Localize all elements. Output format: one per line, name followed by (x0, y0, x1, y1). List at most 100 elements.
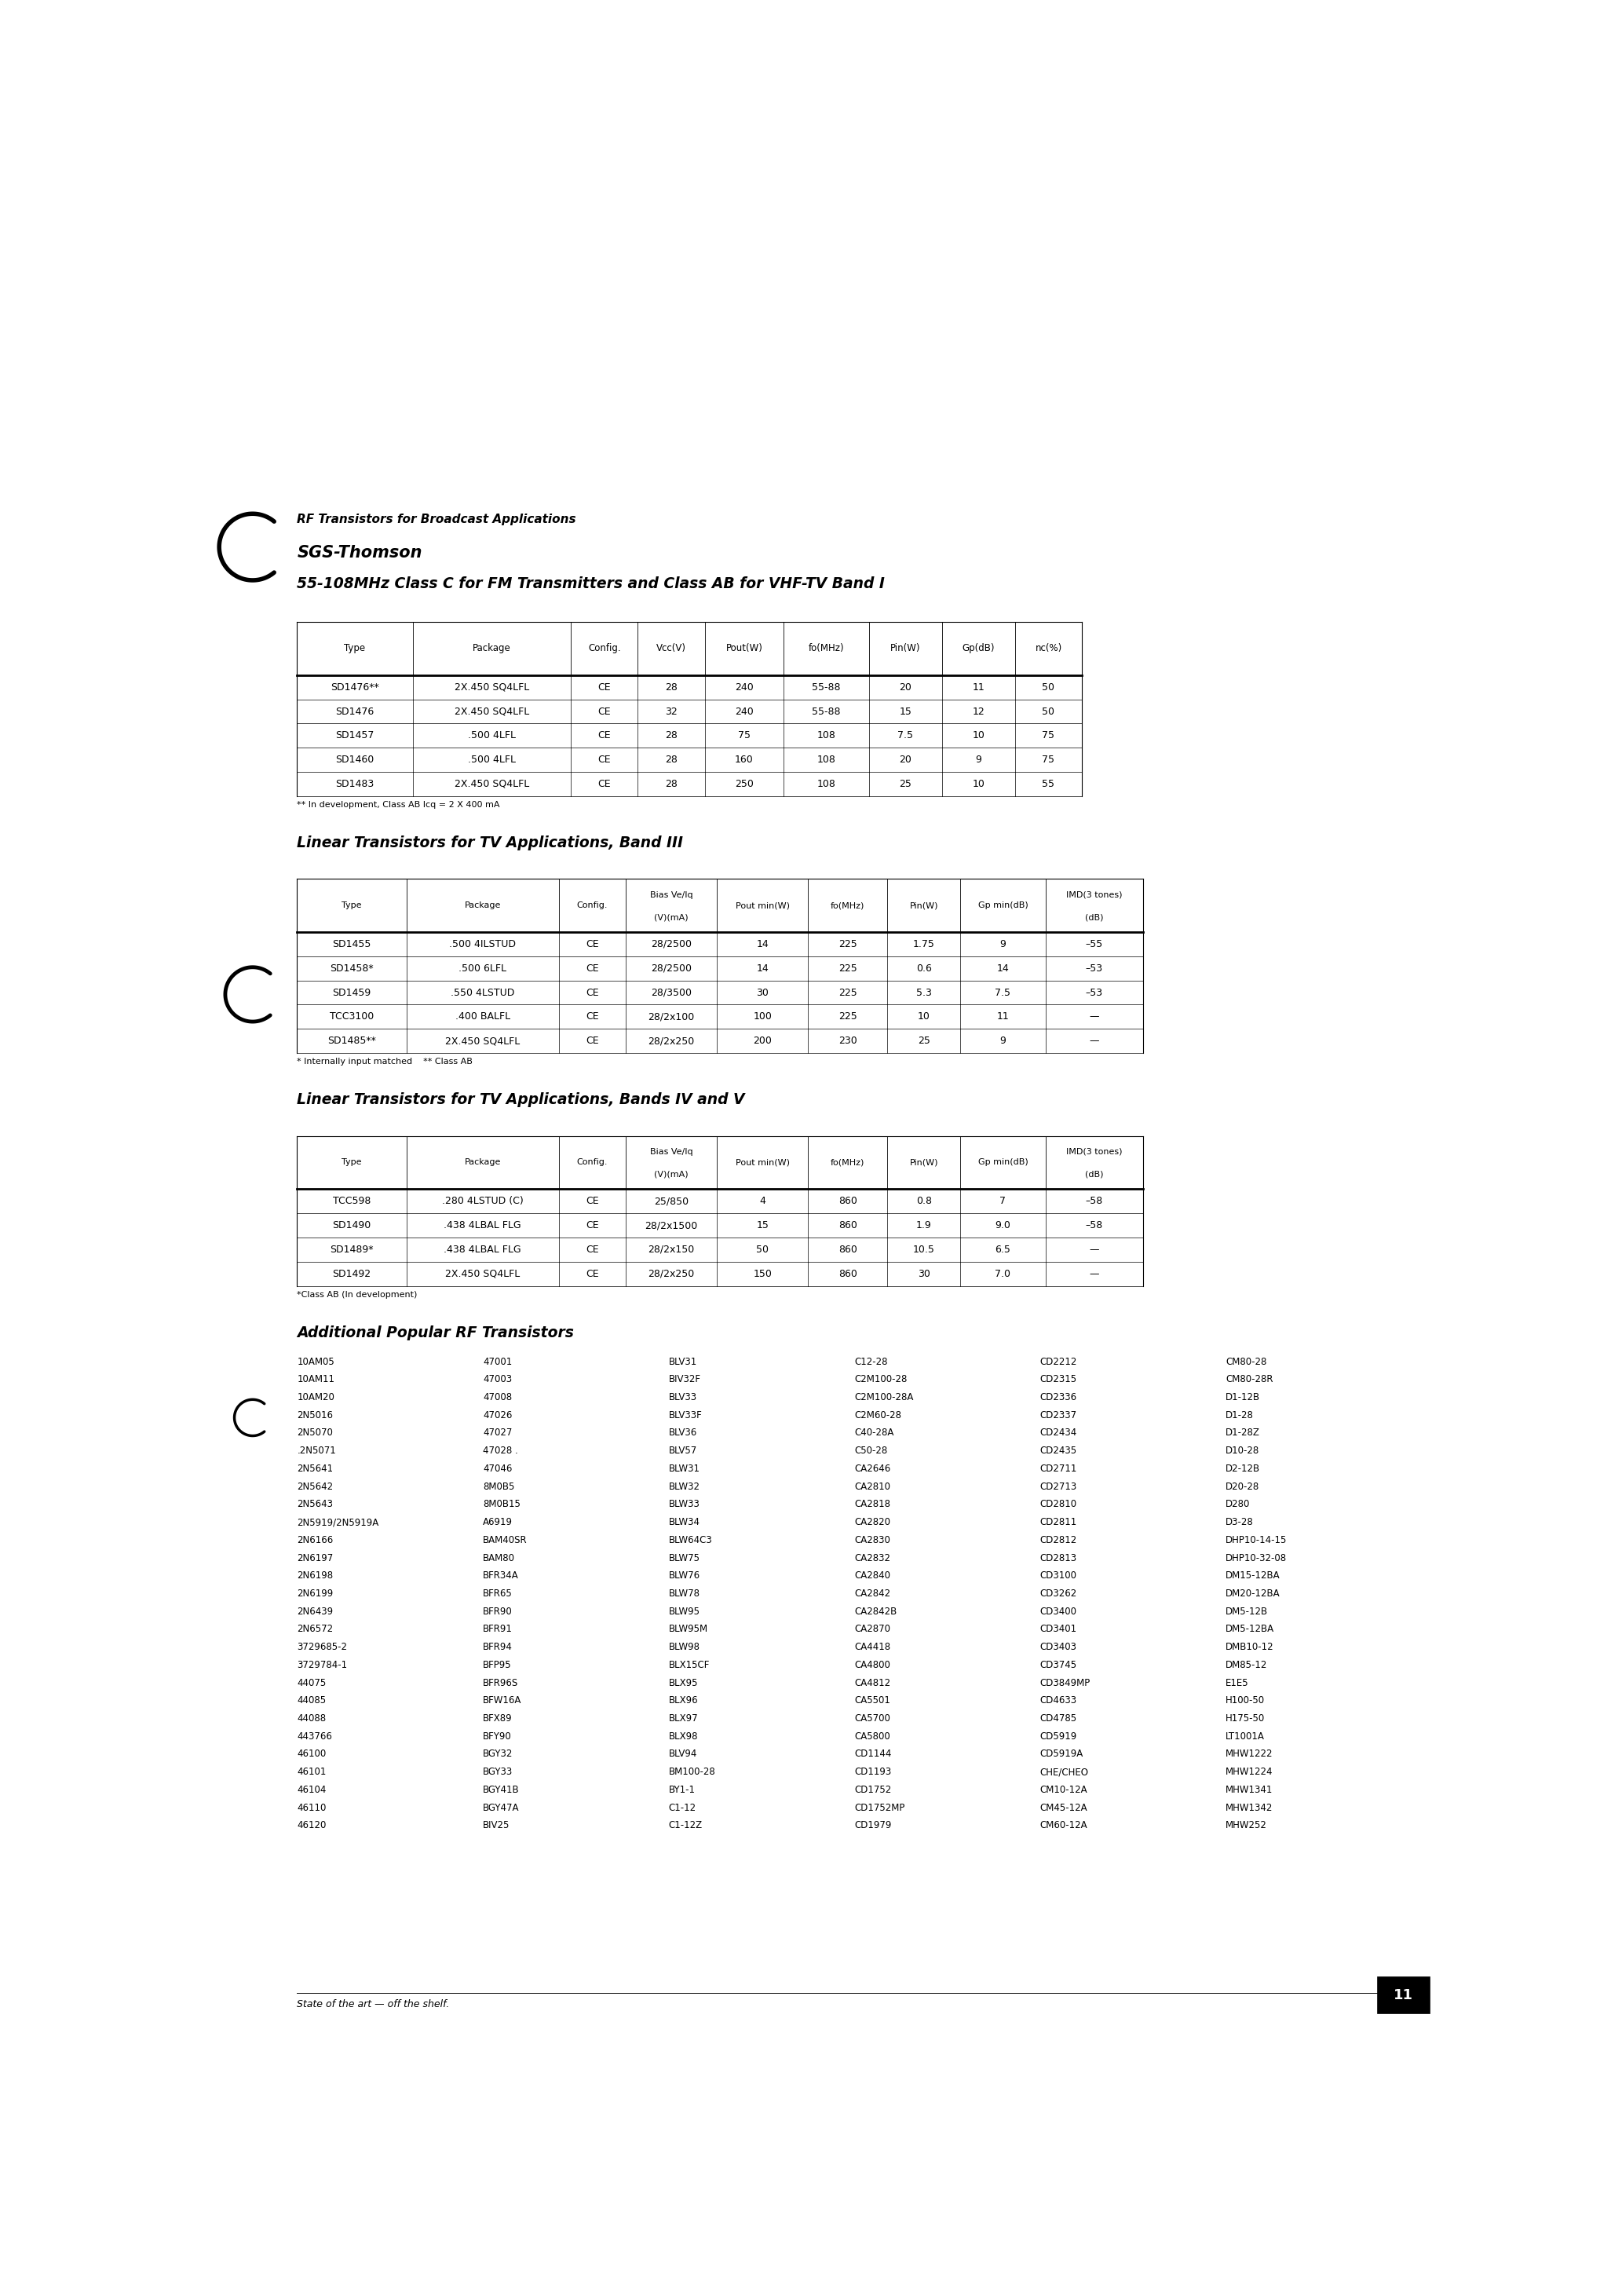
Text: CM80-28R: CM80-28R (1226, 1375, 1273, 1384)
Text: CE: CE (586, 1219, 599, 1231)
Text: Gp min(dB): Gp min(dB) (978, 902, 1028, 909)
Text: MHW1224: MHW1224 (1226, 1768, 1273, 1777)
Text: 75: 75 (738, 730, 751, 742)
Text: C40-28A: C40-28A (855, 1428, 894, 1437)
Text: 225: 225 (839, 987, 856, 999)
Text: 28: 28 (665, 730, 678, 742)
Text: D1-12B: D1-12B (1226, 1391, 1260, 1403)
Text: CE: CE (599, 730, 611, 742)
Text: Package: Package (464, 1159, 501, 1166)
Text: Vcc(V): Vcc(V) (657, 643, 686, 654)
Text: .550 4LSTUD: .550 4LSTUD (451, 987, 514, 999)
Text: 860: 860 (839, 1244, 856, 1254)
Text: Type: Type (344, 643, 365, 654)
Text: Config.: Config. (577, 902, 608, 909)
Text: BLW95M: BLW95M (668, 1623, 707, 1635)
Text: 10.5: 10.5 (913, 1244, 934, 1254)
Text: 240: 240 (735, 707, 754, 716)
Text: 28/2x100: 28/2x100 (649, 1013, 694, 1022)
Text: 47046: 47046 (483, 1463, 513, 1474)
Text: BAM80: BAM80 (483, 1552, 514, 1564)
Text: 15: 15 (756, 1219, 769, 1231)
FancyBboxPatch shape (1377, 1977, 1429, 2014)
Text: CA2842B: CA2842B (855, 1607, 897, 1616)
Text: 46101: 46101 (297, 1768, 326, 1777)
Text: .280 4LSTUD (C): .280 4LSTUD (C) (441, 1196, 524, 1205)
Text: –55: –55 (1085, 939, 1103, 948)
Text: CA2830: CA2830 (855, 1536, 890, 1545)
Text: 230: 230 (839, 1035, 856, 1047)
Text: 25/850: 25/850 (654, 1196, 689, 1205)
Text: 14: 14 (756, 939, 769, 948)
Text: CM80-28: CM80-28 (1226, 1357, 1267, 1366)
Text: –58: –58 (1085, 1196, 1103, 1205)
Text: DM20-12BA: DM20-12BA (1226, 1589, 1280, 1598)
Text: 25: 25 (918, 1035, 929, 1047)
Text: 47027: 47027 (483, 1428, 513, 1437)
Text: 2X.450 SQ4LFL: 2X.450 SQ4LFL (446, 1035, 521, 1047)
Text: TCC3100: TCC3100 (329, 1013, 375, 1022)
Text: (V)(mA): (V)(mA) (654, 914, 688, 921)
Text: BLW98: BLW98 (668, 1642, 699, 1653)
Text: SD1455: SD1455 (333, 939, 371, 948)
Text: State of the art — off the shelf.: State of the art — off the shelf. (297, 2000, 449, 2009)
Text: 10: 10 (972, 730, 985, 742)
Text: SD1460: SD1460 (336, 755, 375, 765)
Text: 9: 9 (999, 1035, 1006, 1047)
Text: BFP95: BFP95 (483, 1660, 511, 1669)
Text: 225: 225 (839, 939, 856, 948)
Text: BFR34A: BFR34A (483, 1570, 519, 1582)
Text: 46100: 46100 (297, 1750, 326, 1759)
Text: BY1-1: BY1-1 (668, 1784, 696, 1795)
Text: 240: 240 (735, 682, 754, 693)
Text: Linear Transistors for TV Applications, Band III: Linear Transistors for TV Applications, … (297, 836, 683, 850)
Text: SD1476**: SD1476** (331, 682, 380, 693)
Text: 44088: 44088 (297, 1713, 326, 1724)
Text: .500 4LFL: .500 4LFL (467, 730, 516, 742)
Text: 9.0: 9.0 (994, 1219, 1011, 1231)
Text: CE: CE (599, 682, 611, 693)
Text: 28/2500: 28/2500 (650, 964, 691, 974)
Text: CE: CE (586, 987, 599, 999)
Text: 100: 100 (753, 1013, 772, 1022)
Text: BFX89: BFX89 (483, 1713, 513, 1724)
Text: Pin(W): Pin(W) (890, 643, 921, 654)
Text: C12-28: C12-28 (855, 1357, 887, 1366)
Text: D1-28Z: D1-28Z (1226, 1428, 1260, 1437)
Text: CA5700: CA5700 (855, 1713, 890, 1724)
Text: Config.: Config. (589, 643, 621, 654)
Text: CD2813: CD2813 (1040, 1552, 1077, 1564)
Text: 47001: 47001 (483, 1357, 513, 1366)
Text: CD2434: CD2434 (1040, 1428, 1077, 1437)
Text: CD2711: CD2711 (1040, 1463, 1077, 1474)
Text: Pout min(W): Pout min(W) (735, 1159, 790, 1166)
Text: 28/2x1500: 28/2x1500 (646, 1219, 697, 1231)
Text: 2N5643: 2N5643 (297, 1499, 333, 1508)
Text: CD2812: CD2812 (1040, 1536, 1077, 1545)
Text: —: — (1090, 1013, 1100, 1022)
Text: CE: CE (586, 1244, 599, 1254)
Text: CHE/CHEO: CHE/CHEO (1040, 1768, 1088, 1777)
Text: 10: 10 (918, 1013, 929, 1022)
Text: DM5-12BA: DM5-12BA (1226, 1623, 1275, 1635)
Text: 11: 11 (996, 1013, 1009, 1022)
Text: Pin(W): Pin(W) (910, 902, 938, 909)
Text: 10AM11: 10AM11 (297, 1375, 334, 1384)
Text: BFR91: BFR91 (483, 1623, 513, 1635)
Text: —: — (1090, 1035, 1100, 1047)
Text: 10AM05: 10AM05 (297, 1357, 334, 1366)
Text: BLV94: BLV94 (668, 1750, 697, 1759)
Text: 55-88: 55-88 (813, 707, 840, 716)
Text: CD1752MP: CD1752MP (855, 1802, 905, 1814)
Text: CE: CE (586, 964, 599, 974)
Text: 32: 32 (665, 707, 678, 716)
Text: 11: 11 (972, 682, 985, 693)
Text: 225: 225 (839, 964, 856, 974)
Text: CD3100: CD3100 (1040, 1570, 1077, 1582)
Text: 28/2x150: 28/2x150 (649, 1244, 694, 1254)
Text: CD3262: CD3262 (1040, 1589, 1077, 1598)
Text: CD4785: CD4785 (1040, 1713, 1077, 1724)
Text: CE: CE (599, 707, 611, 716)
Text: MHW1222: MHW1222 (1226, 1750, 1273, 1759)
Text: BLW64C3: BLW64C3 (668, 1536, 712, 1545)
